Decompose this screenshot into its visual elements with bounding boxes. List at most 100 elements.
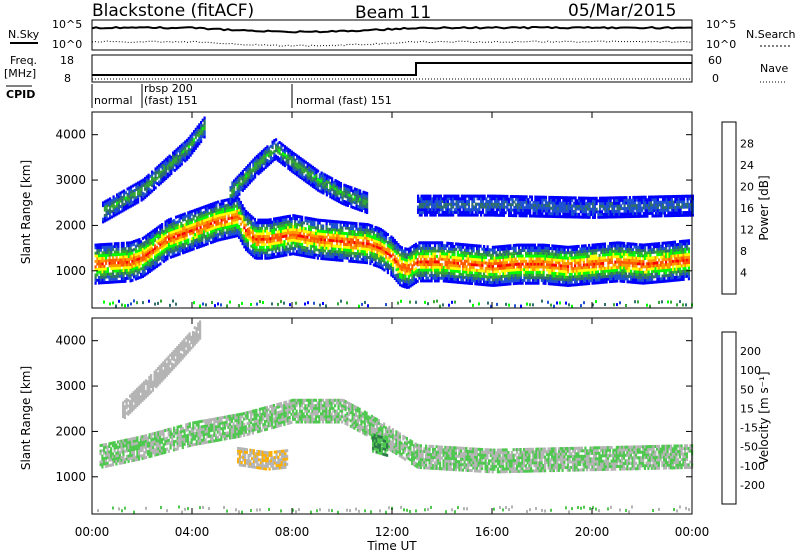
power-cell bbox=[477, 258, 480, 262]
power-cell bbox=[201, 118, 204, 122]
power-cell bbox=[193, 143, 196, 147]
power-cell bbox=[357, 249, 360, 253]
power-cell bbox=[143, 246, 146, 250]
power-cell bbox=[165, 157, 168, 161]
power-cell bbox=[227, 209, 230, 212]
power-cell bbox=[532, 259, 535, 263]
power-cell bbox=[369, 248, 372, 252]
power-cell bbox=[252, 249, 255, 252]
power-cell bbox=[127, 255, 130, 258]
power-cell bbox=[211, 237, 214, 241]
power-cell bbox=[192, 209, 195, 213]
power-cell bbox=[271, 231, 274, 235]
power-cell bbox=[292, 238, 295, 242]
power-cell bbox=[397, 264, 400, 268]
power-cell bbox=[297, 223, 300, 227]
power-cell bbox=[283, 229, 286, 233]
power-cell bbox=[163, 170, 166, 174]
power-cell bbox=[372, 263, 375, 267]
power-cell bbox=[609, 277, 612, 281]
power-cell bbox=[203, 130, 206, 134]
power-cell bbox=[427, 241, 430, 245]
power-cell bbox=[182, 226, 185, 230]
power-cell bbox=[122, 277, 125, 281]
power-cell bbox=[586, 249, 589, 253]
power-cell bbox=[486, 253, 489, 257]
power-cell bbox=[399, 275, 402, 279]
power-cell bbox=[581, 277, 584, 281]
power-cell bbox=[101, 267, 104, 271]
power-cell bbox=[498, 277, 501, 281]
power-cell bbox=[246, 238, 249, 242]
power-cell bbox=[220, 202, 223, 206]
power-cell bbox=[616, 244, 619, 248]
power-cell bbox=[581, 282, 584, 286]
power-cell bbox=[144, 195, 147, 199]
power-cell bbox=[177, 146, 180, 150]
power-cell bbox=[159, 232, 162, 236]
power-cell bbox=[218, 238, 221, 242]
power-cell bbox=[514, 260, 517, 264]
power-cell bbox=[393, 244, 396, 248]
power-cell bbox=[469, 243, 472, 247]
power-cell bbox=[642, 243, 645, 247]
power-cell bbox=[430, 263, 433, 267]
power-cell bbox=[98, 248, 101, 252]
power-cell bbox=[281, 254, 284, 258]
power-cell bbox=[184, 140, 187, 144]
power-cell bbox=[360, 225, 363, 229]
power-cell bbox=[225, 209, 228, 213]
power-cell bbox=[502, 272, 505, 276]
power-cell bbox=[481, 263, 484, 267]
power-cell bbox=[631, 259, 634, 262]
power-cell bbox=[102, 204, 105, 208]
power-cell bbox=[649, 264, 652, 268]
power-cell bbox=[407, 247, 410, 251]
power-cell bbox=[453, 261, 456, 265]
power-cell bbox=[320, 238, 323, 241]
power-cell bbox=[96, 248, 99, 252]
power-cell bbox=[180, 216, 183, 220]
power-cell bbox=[516, 273, 519, 277]
power-cell bbox=[542, 270, 545, 274]
power-cell bbox=[621, 271, 624, 275]
power-cell bbox=[137, 192, 140, 196]
power-cell bbox=[201, 233, 204, 237]
power-cell bbox=[269, 253, 272, 257]
power-cell bbox=[147, 233, 150, 237]
power-cell bbox=[645, 251, 648, 255]
power-cell bbox=[122, 271, 125, 275]
power-cell bbox=[421, 274, 424, 277]
power-cell bbox=[301, 226, 304, 230]
power-cell bbox=[409, 281, 412, 285]
power-cell bbox=[128, 186, 131, 190]
power-cell bbox=[602, 264, 605, 268]
power-cell bbox=[255, 248, 258, 252]
power-cell bbox=[533, 254, 536, 258]
power-cell bbox=[102, 217, 105, 221]
power-cell bbox=[651, 261, 654, 265]
power-cell bbox=[131, 192, 134, 196]
power-cell bbox=[621, 241, 624, 245]
power-cell bbox=[238, 211, 241, 215]
power-cell bbox=[682, 264, 685, 268]
power-cell bbox=[189, 224, 192, 228]
power-cell bbox=[484, 267, 487, 270]
power-cell bbox=[633, 259, 636, 263]
power-cell bbox=[553, 282, 556, 286]
power-cell bbox=[612, 277, 615, 281]
power-cell bbox=[504, 258, 507, 262]
power-cell bbox=[633, 280, 636, 284]
power-cell bbox=[364, 236, 367, 240]
power-cell bbox=[453, 255, 456, 259]
power-cell bbox=[128, 197, 131, 201]
power-cell bbox=[619, 263, 622, 267]
power-cell bbox=[575, 245, 578, 248]
power-cell bbox=[313, 226, 316, 230]
power-cell bbox=[435, 276, 438, 280]
power-cell bbox=[182, 235, 185, 238]
power-cell bbox=[187, 230, 190, 234]
power-cell bbox=[614, 276, 617, 280]
power-cell bbox=[668, 279, 671, 283]
power-cell bbox=[673, 246, 676, 250]
